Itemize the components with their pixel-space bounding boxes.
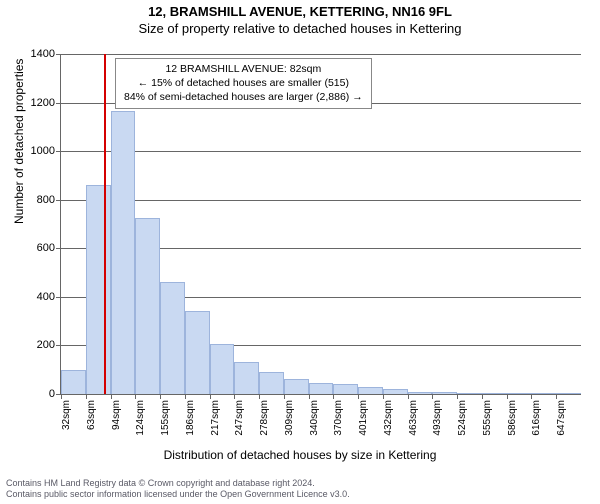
x-tick-mark	[61, 394, 62, 399]
x-tick-mark	[284, 394, 285, 399]
y-tick-label: 400	[37, 291, 55, 303]
x-tick-label: 63sqm	[86, 400, 97, 430]
x-tick-label: 616sqm	[531, 400, 542, 436]
x-tick-label: 524sqm	[457, 400, 468, 436]
x-tick-label: 247sqm	[234, 400, 245, 436]
y-tick-mark	[56, 297, 61, 298]
histogram-bar	[531, 393, 556, 394]
annotation-line-3: 84% of semi-detached houses are larger (…	[124, 90, 363, 104]
histogram-bar	[86, 185, 111, 394]
y-tick-label: 800	[37, 194, 55, 206]
x-tick-mark	[457, 394, 458, 399]
x-tick-mark	[383, 394, 384, 399]
histogram-bar	[160, 282, 185, 394]
y-axis-label: Number of detached properties	[12, 59, 26, 224]
x-tick-label: 309sqm	[284, 400, 295, 436]
page-subtitle: Size of property relative to detached ho…	[0, 21, 600, 36]
page-title: 12, BRAMSHILL AVENUE, KETTERING, NN16 9F…	[0, 4, 600, 19]
x-tick-mark	[358, 394, 359, 399]
histogram-bar	[556, 393, 581, 394]
y-tick-label: 200	[37, 339, 55, 351]
y-tick-label: 1000	[31, 145, 55, 157]
x-tick-mark	[309, 394, 310, 399]
y-tick-mark	[56, 54, 61, 55]
histogram-bar	[111, 111, 136, 394]
gridline	[61, 151, 581, 152]
histogram-bar	[210, 344, 235, 394]
x-axis-label: Distribution of detached houses by size …	[0, 448, 600, 462]
histogram-bar	[457, 393, 482, 394]
histogram-bar	[135, 218, 160, 394]
y-tick-mark	[56, 345, 61, 346]
histogram-bar	[358, 387, 383, 394]
gridline	[61, 54, 581, 55]
footer-line-2: Contains public sector information licen…	[6, 489, 350, 500]
y-tick-label: 1400	[31, 48, 55, 60]
x-tick-mark	[210, 394, 211, 399]
x-tick-label: 186sqm	[185, 400, 196, 436]
footer-line-1: Contains HM Land Registry data © Crown c…	[6, 478, 350, 489]
y-tick-mark	[56, 200, 61, 201]
annotation-box: 12 BRAMSHILL AVENUE: 82sqm ← 15% of deta…	[115, 58, 372, 109]
x-tick-label: 493sqm	[432, 400, 443, 436]
x-tick-label: 647sqm	[556, 400, 567, 436]
x-tick-label: 401sqm	[358, 400, 369, 436]
x-tick-mark	[432, 394, 433, 399]
plot-area: 020040060080010001200140032sqm63sqm94sqm…	[60, 54, 581, 395]
histogram-bar	[408, 392, 433, 394]
x-tick-mark	[234, 394, 235, 399]
x-tick-mark	[111, 394, 112, 399]
gridline	[61, 200, 581, 201]
histogram-bar	[309, 383, 334, 394]
histogram-bar	[482, 393, 507, 394]
histogram-bar	[185, 311, 210, 394]
property-marker-line	[104, 54, 106, 394]
x-tick-mark	[135, 394, 136, 399]
histogram-bar	[507, 393, 532, 394]
x-tick-label: 586sqm	[507, 400, 518, 436]
histogram-bar	[432, 392, 457, 394]
x-tick-mark	[160, 394, 161, 399]
x-tick-mark	[556, 394, 557, 399]
x-tick-label: 278sqm	[259, 400, 270, 436]
histogram-bar	[333, 384, 358, 394]
y-tick-mark	[56, 103, 61, 104]
histogram-bar	[61, 370, 86, 394]
x-tick-label: 94sqm	[111, 400, 122, 430]
x-tick-mark	[185, 394, 186, 399]
histogram-bar	[383, 389, 408, 394]
y-tick-mark	[56, 248, 61, 249]
x-tick-label: 217sqm	[210, 400, 221, 436]
histogram-bar	[234, 362, 259, 394]
x-tick-label: 340sqm	[309, 400, 320, 436]
annotation-line-2: ← 15% of detached houses are smaller (51…	[124, 76, 363, 90]
histogram-bar	[259, 372, 284, 394]
x-tick-label: 32sqm	[61, 400, 72, 430]
x-tick-mark	[333, 394, 334, 399]
y-tick-label: 600	[37, 242, 55, 254]
x-tick-label: 555sqm	[482, 400, 493, 436]
x-tick-mark	[408, 394, 409, 399]
x-tick-mark	[86, 394, 87, 399]
footer-attribution: Contains HM Land Registry data © Crown c…	[6, 478, 350, 501]
x-tick-label: 155sqm	[160, 400, 171, 436]
x-tick-label: 463sqm	[408, 400, 419, 436]
x-tick-label: 124sqm	[135, 400, 146, 436]
x-tick-label: 432sqm	[383, 400, 394, 436]
y-tick-mark	[56, 151, 61, 152]
chart-container: Number of detached properties 0200400600…	[0, 44, 600, 464]
y-tick-label: 1200	[31, 97, 55, 109]
annotation-line-1: 12 BRAMSHILL AVENUE: 82sqm	[124, 62, 363, 76]
x-tick-mark	[507, 394, 508, 399]
y-tick-label: 0	[49, 388, 55, 400]
x-tick-label: 370sqm	[333, 400, 344, 436]
x-tick-mark	[482, 394, 483, 399]
x-tick-mark	[531, 394, 532, 399]
x-tick-mark	[259, 394, 260, 399]
histogram-bar	[284, 379, 309, 394]
